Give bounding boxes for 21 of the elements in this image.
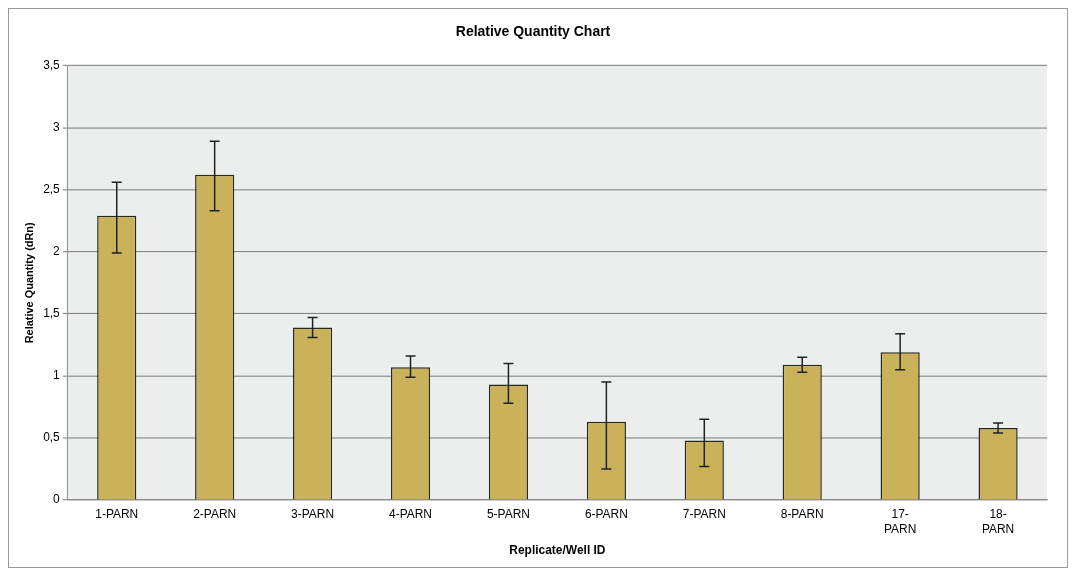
- y-tick-label: 3: [53, 119, 61, 134]
- x-tick-label: 5-PARN: [486, 507, 530, 522]
- x-tick-label: 18- PARN: [981, 507, 1015, 536]
- y-tick-label: 1,5: [43, 306, 61, 321]
- chart-title: Relative Quantity Chart: [455, 23, 611, 40]
- y-tick-label: 2,5: [43, 182, 61, 197]
- x-tick-label: 17- PARN: [883, 507, 917, 536]
- x-tick-label: 4-PARN: [389, 507, 433, 522]
- y-tick-label: 2: [53, 244, 61, 259]
- y-tick-label: 0,5: [43, 430, 61, 445]
- x-tick-label: 8-PARN: [780, 507, 824, 522]
- x-axis-title: Replicate/Well ID: [509, 543, 606, 558]
- x-tick-label: 1-PARN: [95, 507, 139, 522]
- x-tick-label: 3-PARN: [291, 507, 335, 522]
- y-tick-label: 3,5: [43, 57, 61, 72]
- y-tick-label: 0: [53, 492, 61, 507]
- y-axis-title: Relative Quantity (dRn): [22, 221, 35, 344]
- x-tick-label: 6-PARN: [584, 507, 628, 522]
- x-tick-label: 7-PARN: [682, 507, 726, 522]
- y-tick-label: 1: [53, 368, 61, 383]
- x-tick-label: 2-PARN: [193, 507, 237, 522]
